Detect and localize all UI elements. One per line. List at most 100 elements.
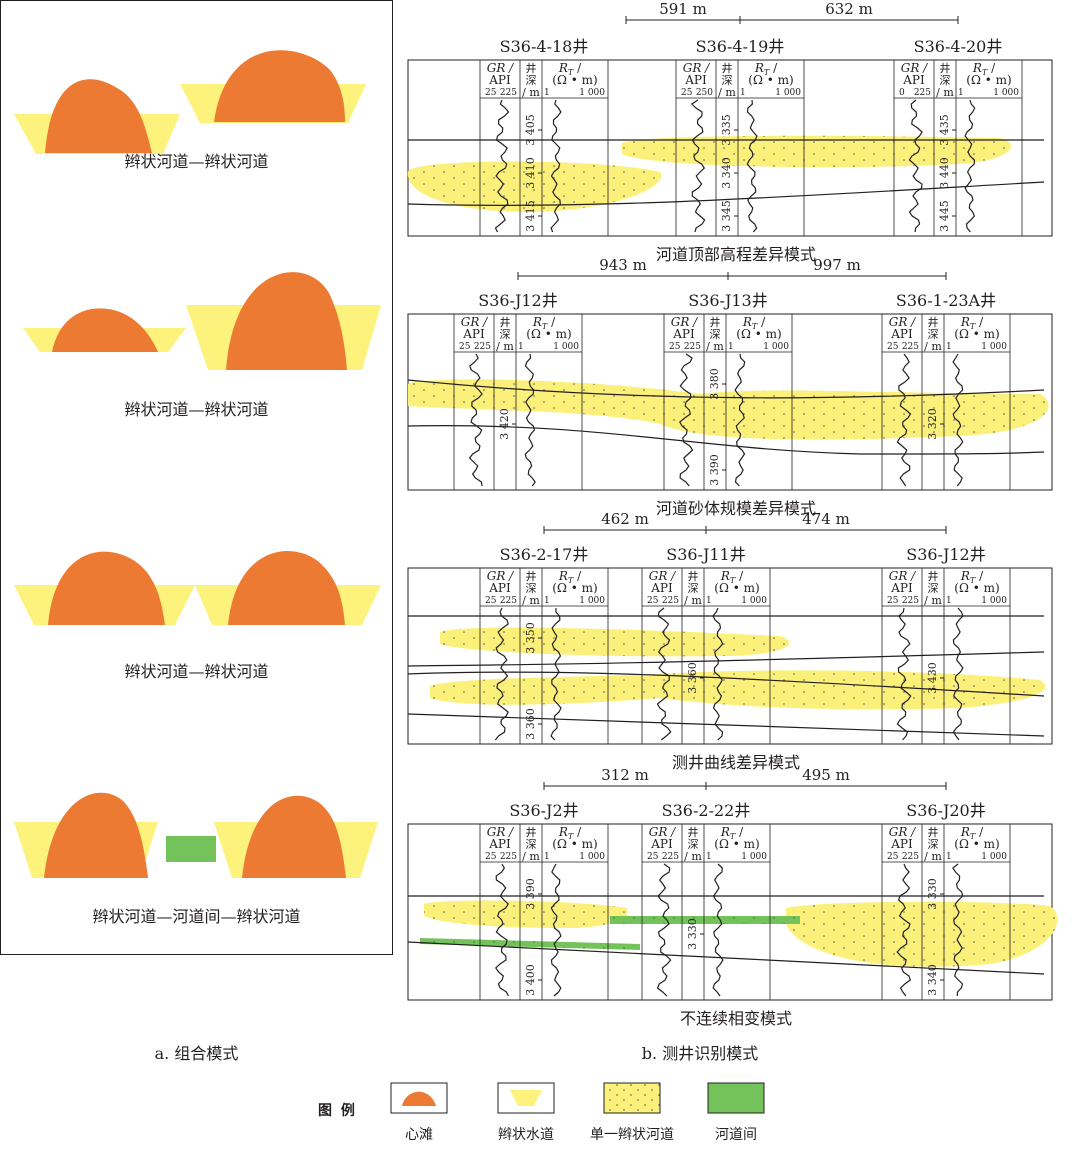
channel-sand-body (424, 900, 628, 928)
well-name: S36-J20井 (906, 801, 986, 820)
rt-header-label: RT / (742, 315, 766, 331)
rt-unit-label: (Ω • m) (552, 581, 597, 595)
channel-sand-body (408, 379, 1049, 440)
channel-bar-shape (228, 551, 345, 625)
api-header-label: API (684, 73, 707, 87)
well-name: S36-J2井 (509, 801, 578, 820)
depth-value: 3 405 (524, 114, 537, 146)
section-title: 不连续相变模式 (680, 1009, 792, 1028)
rt-scale-min: 1 (544, 852, 550, 862)
gr-scale-max: 225 (662, 596, 679, 606)
combo-diagram-4 (14, 792, 378, 878)
well-name: S36-J12井 (906, 545, 986, 564)
depth-header-label: 深 (928, 582, 939, 595)
depth-header-label: 深 (526, 74, 537, 87)
rt-scale-max: 1 000 (775, 88, 801, 98)
api-header-label: API (488, 581, 511, 595)
rt-scale-min: 1 (544, 596, 550, 606)
depth-header-label: 深 (526, 838, 537, 851)
gr-log-curve (896, 607, 912, 741)
stratigraphic-boundary (407, 425, 1045, 455)
channel-bar-shape (214, 50, 345, 122)
api-header-label: API (462, 327, 485, 341)
api-header-label: API (488, 73, 511, 87)
gr-header-label: GR / (901, 61, 929, 75)
well-name: S36-J12井 (478, 291, 558, 310)
channel-sand-body (440, 627, 790, 657)
panel-a-caption: a. 组合模式 (154, 1044, 239, 1063)
depth-header-label: 井 (722, 61, 733, 75)
depth-header-label: 深 (722, 74, 733, 87)
well-name: S36-4-18井 (500, 37, 589, 56)
depth-header-label: / m (718, 86, 736, 99)
api-header-label: API (488, 837, 511, 851)
depth-value: 3 445 (938, 200, 951, 232)
combo-label-2: 辫状河道—辫状河道 (124, 400, 269, 419)
well-name: S36-J11井 (666, 545, 746, 564)
channel-bar-shape (226, 272, 347, 370)
legend-label-bar: 心滩 (405, 1127, 433, 1143)
gr-log-curve (494, 99, 510, 233)
rt-log-curve (712, 863, 724, 997)
depth-value: 3 430 (926, 662, 939, 694)
depth-header-label: / m (924, 850, 942, 863)
rt-log-curve (746, 99, 758, 233)
api-header-label: API (650, 581, 673, 595)
rt-log-curve (734, 353, 746, 487)
rt-header-label: RT / (558, 569, 582, 585)
gr-header-label: GR / (487, 825, 515, 839)
distance-label: 462 m (601, 510, 649, 528)
rt-scale-min: 1 (946, 342, 952, 352)
rt-log-curve (524, 353, 536, 487)
api-header-label: API (672, 327, 695, 341)
gr-log-curve (896, 353, 912, 487)
gr-header-label: GR / (889, 569, 917, 583)
depth-header-label: 井 (710, 315, 721, 329)
legend-swatches (390, 1082, 765, 1114)
rt-unit-label: (Ω • m) (748, 73, 793, 87)
distance-label: 943 m (599, 256, 647, 274)
depth-header-label: 深 (688, 582, 699, 595)
api-header-label: API (890, 837, 913, 851)
depth-value: 3 380 (708, 368, 721, 400)
stratigraphic-boundary (407, 671, 1045, 697)
gr-header-label: GR / (889, 315, 917, 329)
gr-scale-max: 225 (902, 852, 919, 862)
depth-header-label: 井 (928, 569, 939, 583)
depth-header-label: / m (522, 594, 540, 607)
gr-scale-max: 225 (902, 596, 919, 606)
depth-value: 3 335 (720, 114, 733, 146)
depth-header-label: 深 (526, 582, 537, 595)
depth-header-label: / m (706, 340, 724, 353)
rt-scale-max: 1 000 (981, 852, 1007, 862)
gr-scale-max: 225 (474, 342, 491, 352)
gr-scale-max: 225 (500, 88, 517, 98)
depth-header-label: / m (684, 850, 702, 863)
depth-header-label: 井 (928, 825, 939, 839)
depth-header-label: / m (684, 594, 702, 607)
gr-header-label: GR / (671, 315, 699, 329)
depth-value: 3 360 (686, 662, 699, 694)
rt-log-curve (712, 607, 724, 741)
channel-sand-body (622, 135, 1011, 168)
well-name: S36-2-17井 (500, 545, 589, 564)
depth-header-label: / m (522, 850, 540, 863)
rt-header-label: RT / (960, 315, 984, 331)
api-header-label: API (650, 837, 673, 851)
gr-header-label: GR / (649, 569, 677, 583)
gr-scale-min: 25 (887, 852, 899, 862)
depth-value: 3 350 (524, 622, 537, 654)
depth-value: 3 415 (524, 200, 537, 232)
rt-scale-max: 1 000 (763, 342, 789, 352)
depth-header-label: / m (924, 340, 942, 353)
gr-scale-max: 225 (500, 852, 517, 862)
